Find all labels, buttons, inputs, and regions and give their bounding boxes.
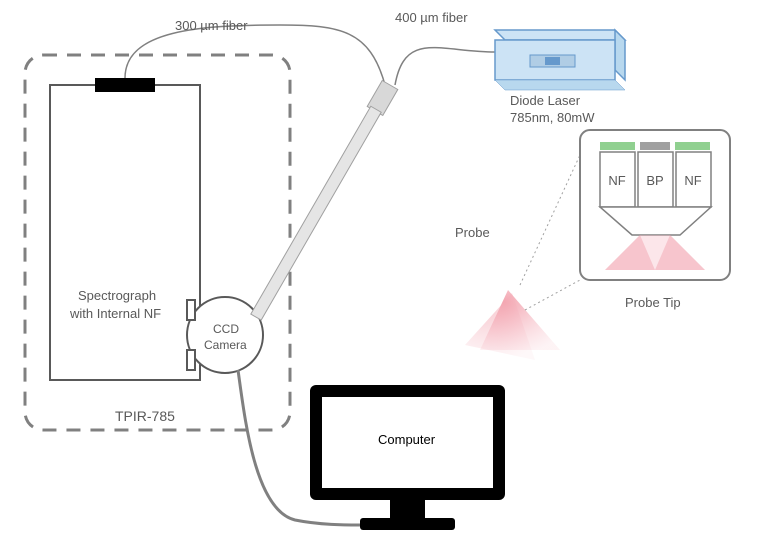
fiber-300-label: 300 µm fiber xyxy=(175,18,248,33)
fiber-400 xyxy=(395,48,495,85)
fiber-400-label: 400 µm fiber xyxy=(395,10,468,25)
ccd-label: CCD xyxy=(213,322,239,336)
tpir-label: TPIR-785 xyxy=(115,408,175,424)
probe-tip-detail: NF BP NF xyxy=(580,130,730,280)
probe xyxy=(248,81,398,322)
svg-text:NF: NF xyxy=(684,173,701,188)
probe-label: Probe xyxy=(455,225,490,240)
laser-label-2: 785nm, 80mW xyxy=(510,110,595,125)
probe-tip-label: Probe Tip xyxy=(625,295,681,310)
svg-text:BP: BP xyxy=(646,173,663,188)
spectrograph-box xyxy=(50,85,200,380)
probe-light xyxy=(465,290,560,360)
computer-monitor xyxy=(310,385,505,530)
computer-label: Computer xyxy=(378,432,435,447)
svg-text:NF: NF xyxy=(608,173,625,188)
laser-label-1: Diode Laser xyxy=(510,93,580,108)
camera-label: Camera xyxy=(204,338,247,352)
spectrograph-label-1: Spectrograph xyxy=(78,288,156,303)
diode-laser xyxy=(495,30,625,90)
spectrograph-label-2: with Internal NF xyxy=(70,306,161,321)
